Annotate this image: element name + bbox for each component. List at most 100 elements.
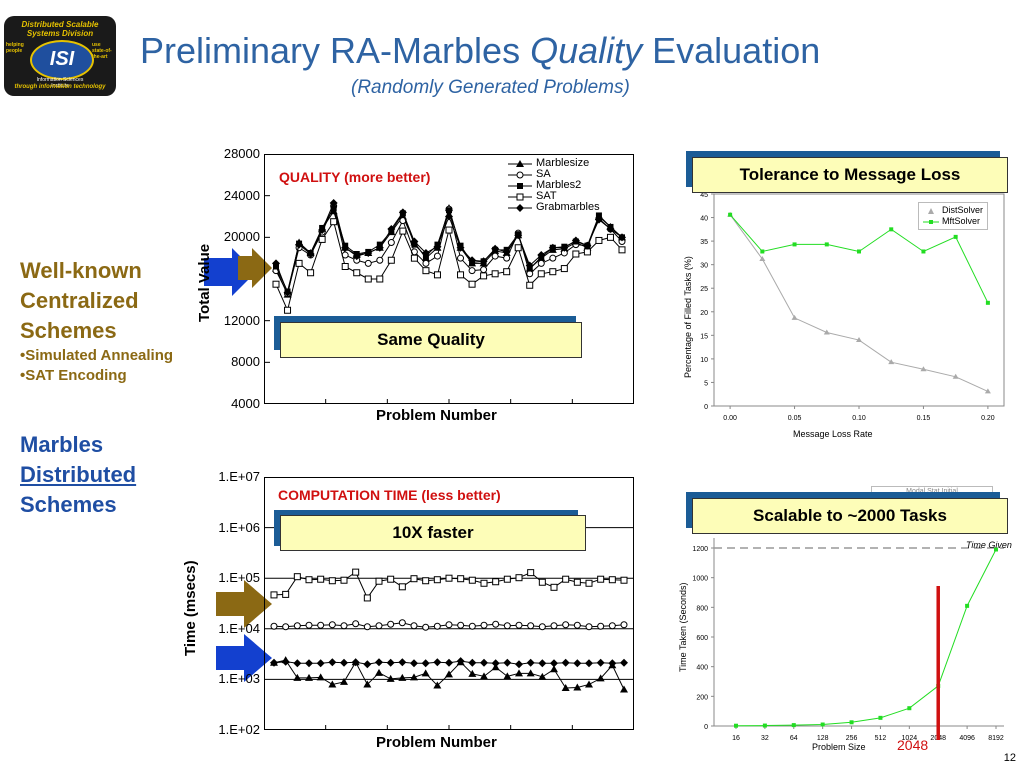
time-point xyxy=(503,622,511,630)
quality-point xyxy=(503,254,511,262)
quality-point xyxy=(364,259,372,267)
same-quality-callout: Same Quality xyxy=(280,322,582,358)
time-point xyxy=(328,621,336,629)
time-point xyxy=(328,680,337,688)
tolerance-point xyxy=(888,359,895,365)
time-point xyxy=(457,575,465,583)
time-point xyxy=(585,680,593,688)
quality-ylabel: Total Value xyxy=(196,243,213,322)
scalability-xtick-label: 4096 xyxy=(959,735,975,742)
quality-point xyxy=(398,208,407,217)
tolerance-point xyxy=(792,242,797,247)
quality-point xyxy=(410,254,418,262)
time-point xyxy=(515,660,523,669)
legend-label: DistSolver xyxy=(942,205,984,215)
time-point xyxy=(515,669,523,677)
quality-point xyxy=(526,281,534,289)
quality-point xyxy=(284,306,292,314)
time-ytick-label: 1.E+06 xyxy=(218,519,260,535)
logo-oval: ISI xyxy=(30,40,94,80)
time-point xyxy=(527,569,535,577)
time-point xyxy=(375,622,383,630)
time-point xyxy=(550,622,558,630)
time-point xyxy=(480,621,488,629)
time-point xyxy=(620,621,628,629)
time-point xyxy=(527,622,535,630)
time-point xyxy=(281,656,290,664)
time-point xyxy=(573,621,581,629)
quality-point xyxy=(594,215,603,224)
quality-point xyxy=(341,263,349,270)
quality-point xyxy=(272,259,280,268)
scalability-ytick-label: 800 xyxy=(696,605,708,612)
centralized-item-sa: •Simulated Annealing xyxy=(20,347,174,364)
tolerance-ytick-label: 20 xyxy=(700,310,708,317)
time-point xyxy=(550,583,558,591)
quality-point xyxy=(606,225,615,233)
quality-point xyxy=(560,243,569,252)
quality-point xyxy=(422,259,430,267)
scalability-ytick-label: 0 xyxy=(704,724,708,731)
time-point xyxy=(597,575,605,583)
tolerance-point xyxy=(920,366,927,372)
tolerance-point xyxy=(953,234,958,239)
quality-point xyxy=(410,237,419,246)
tolerance-point xyxy=(824,242,829,247)
time-point xyxy=(620,576,628,584)
time-point xyxy=(410,659,418,668)
quality-point xyxy=(387,256,395,264)
scalability-xtick-label: 256 xyxy=(846,735,858,742)
time-point xyxy=(305,659,313,668)
quality-xlabel: Problem Number xyxy=(376,407,497,424)
quality-point xyxy=(421,248,430,257)
time-point xyxy=(363,623,371,631)
time-point xyxy=(433,576,441,584)
tolerance-ytick-label: 30 xyxy=(700,263,708,270)
quality-ytick-label: 20000 xyxy=(223,229,260,245)
time-point xyxy=(352,620,360,628)
quality-point xyxy=(307,269,315,277)
tolerance-series-distsolver xyxy=(729,214,989,392)
time-point xyxy=(573,683,582,691)
logo-bottom-text: through information technology xyxy=(14,84,106,90)
legend-item-grabmarbles: Grabmarbles xyxy=(508,202,600,213)
quality-point xyxy=(548,243,557,252)
scalability-xtick-label: 8192 xyxy=(988,735,1004,742)
tolerance-chart: 0 5 10 15 20 25 30 35 40 45 0.00 0.05 0.10 0.15 0.20 xyxy=(674,186,1014,446)
quality-point xyxy=(549,268,557,276)
quality-point xyxy=(618,246,626,254)
time-point xyxy=(410,673,418,681)
centralized-block: Well-known Centralized Schemes •Simulate… xyxy=(20,256,173,386)
time-point xyxy=(491,659,500,668)
time-point xyxy=(562,621,570,629)
legend-label: SAT xyxy=(536,190,557,202)
scalability-ytick-label: 1000 xyxy=(692,576,708,583)
time-point xyxy=(433,658,442,667)
scalability-series-line xyxy=(735,549,997,727)
quality-ytick-label: 12000 xyxy=(223,312,260,328)
quality-point xyxy=(502,247,511,256)
quality-point xyxy=(583,241,592,250)
time-point xyxy=(270,622,278,630)
quality-point xyxy=(457,271,465,279)
time-point xyxy=(561,658,570,667)
quality-point xyxy=(526,270,534,278)
title-main: Preliminary RA-Marbles xyxy=(140,30,531,71)
quality-point xyxy=(514,244,522,252)
time-point xyxy=(282,590,290,598)
quality-point xyxy=(330,205,337,212)
tolerance-point xyxy=(728,212,733,217)
time-point xyxy=(340,658,348,667)
scalability-xtick-label: 32 xyxy=(761,735,769,742)
time-point xyxy=(363,680,372,688)
tolerance-point xyxy=(791,314,798,320)
highlight-2048-label: 2048 xyxy=(897,737,929,753)
tolerance-xtick-label: 0.05 xyxy=(788,415,802,422)
time-point xyxy=(422,577,430,585)
legend-item-sat: SAT xyxy=(508,191,600,202)
time-point xyxy=(445,658,453,667)
scalability-xtick-label: 128 xyxy=(817,735,829,742)
time-point xyxy=(538,623,546,631)
quality-point xyxy=(479,257,488,266)
quality-point xyxy=(376,256,384,264)
